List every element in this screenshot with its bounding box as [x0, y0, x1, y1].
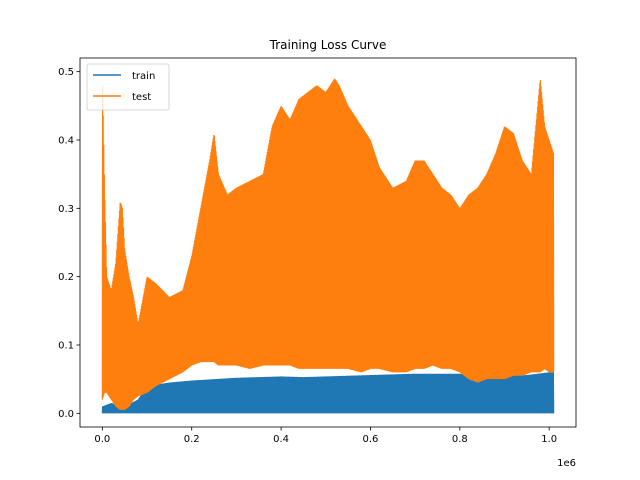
y-tick-label: 0.2 — [58, 272, 74, 283]
series-train — [101, 372, 555, 414]
legend-frame — [86, 63, 170, 111]
series-line-train — [101, 372, 555, 414]
x-tick-label: 1.0 — [541, 434, 557, 445]
x-tick-label: 0.8 — [452, 434, 468, 445]
series-test — [101, 78, 555, 410]
y-tick-label: 0.4 — [58, 136, 74, 147]
x-axis: 0.0 0.2 0.4 0.6 0.8 1.0 — [94, 427, 557, 445]
series-line-test — [101, 78, 555, 410]
x-tick-label: 0.2 — [184, 434, 200, 445]
plot-area — [101, 78, 555, 414]
legend: train test — [86, 63, 170, 111]
y-tick-label: 0.1 — [58, 341, 74, 352]
x-tick-label: 0.0 — [94, 434, 110, 445]
x-tick-label: 0.6 — [362, 434, 378, 445]
y-axis: 0.0 0.1 0.2 0.3 0.4 0.5 — [58, 67, 80, 420]
x-offset-text: 1e6 — [557, 458, 576, 469]
y-tick-label: 0.0 — [58, 409, 74, 420]
plot-frame — [79, 57, 577, 428]
y-tick-label: 0.5 — [58, 67, 74, 78]
legend-label-train: train — [132, 71, 155, 82]
y-tick-label: 0.3 — [58, 204, 74, 215]
legend-label-test: test — [132, 92, 151, 103]
x-tick-label: 0.4 — [273, 434, 289, 445]
chart-title: Training Loss Curve — [269, 38, 387, 52]
